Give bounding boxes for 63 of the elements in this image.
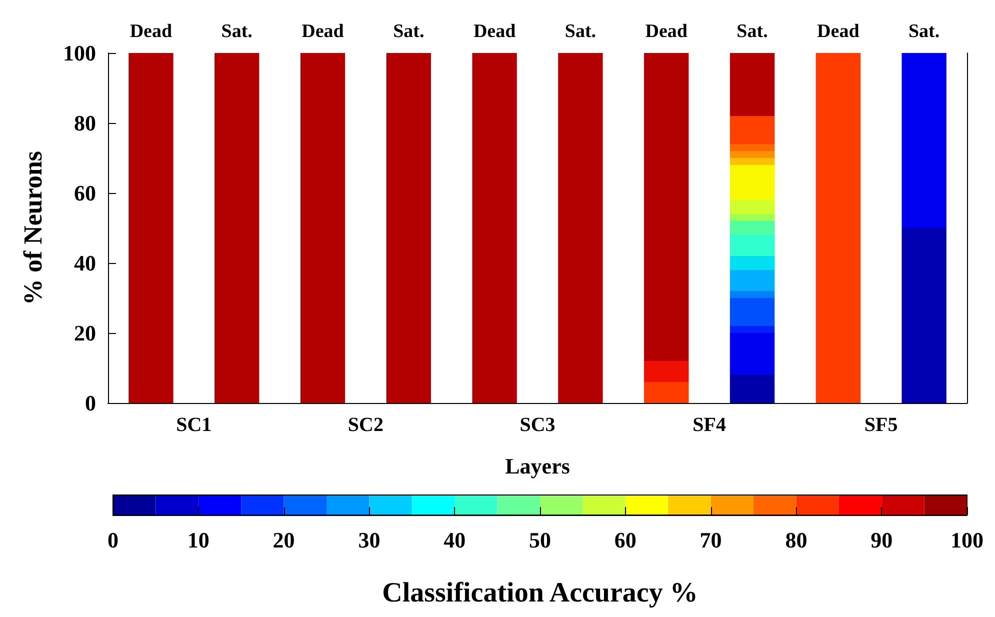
x-tick-label: Sat. [908,21,940,42]
bar [730,326,775,333]
bar [558,53,603,403]
x-tick-label: Sat. [221,21,252,42]
bar [902,53,946,228]
bar [730,291,775,298]
text: SF4 [692,414,726,436]
bar [730,298,775,326]
color-bar-label: 90 [870,528,893,552]
color-bar-title: Classification Accuracy % [382,578,698,608]
y-axis-title: % of Neurons [18,150,48,306]
color-bar-label: 100 [950,528,984,552]
text: SC3 [520,414,556,436]
bar [730,158,775,165]
x-tick-label: Sat. [564,21,596,42]
bar [730,270,775,291]
x-tick-label: Dead [473,21,516,42]
color-bar-label: 0 [108,528,118,552]
text: SF5 [864,414,898,436]
y-tick-label: 60 [74,180,96,206]
bar [902,228,946,403]
x-axis-title: Layers [505,454,570,478]
bar [128,53,174,403]
bar [644,382,689,403]
color-bar-label: 60 [614,528,636,552]
color-bar-label: 10 [187,528,210,552]
color-bar-label: 40 [444,528,466,552]
text: SC1 [176,414,212,436]
bar [300,53,346,403]
text: SC2 [348,414,384,436]
y-tick-label: 0 [85,390,96,416]
y-tick-label: 20 [74,320,96,346]
bar [386,53,431,403]
x-tick-label: Dead [817,21,860,42]
bar [214,53,260,403]
bar [730,53,775,116]
bar [730,165,775,200]
x-tick-label: Dead [645,21,688,42]
color-bar-label: 70 [700,528,722,552]
x-tick-label: Dead [302,21,344,42]
bar [644,361,689,382]
y-tick-label: 40 [74,250,96,276]
y-tick-label: 80 [74,110,96,136]
bar [730,375,775,403]
bar [730,333,775,375]
bar [730,221,775,235]
color-bar-label: 80 [785,528,808,552]
bar [472,53,517,403]
bar [730,200,775,214]
color-bar-label: 30 [358,528,380,552]
x-tick-label: Dead [130,21,172,42]
y-tick-label: 100 [63,40,96,66]
bar [730,214,775,221]
bar [730,116,775,144]
bar [730,235,775,256]
color-bar-label: 50 [529,528,551,552]
bar [730,256,775,270]
x-tick-label: Sat. [736,21,768,42]
bar [816,53,860,403]
bar [730,144,775,151]
color-bar-label: 20 [272,528,295,552]
bar [730,151,775,158]
x-tick-label: Sat. [393,21,424,42]
